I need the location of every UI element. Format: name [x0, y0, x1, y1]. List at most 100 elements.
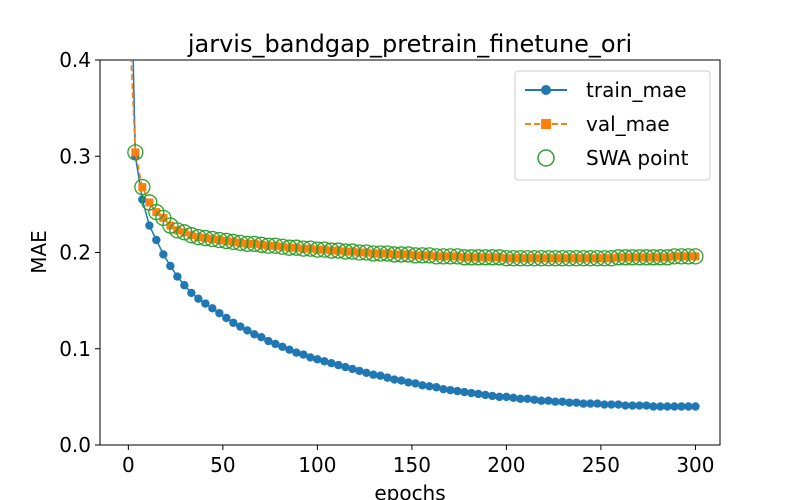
- swa-point: [617, 249, 634, 266]
- swa-point: [211, 231, 228, 249]
- val-mae-point: [124, 0, 132, 6]
- swa-point: [337, 243, 354, 260]
- train-mae-point: [488, 391, 497, 401]
- swa-point: [414, 247, 431, 264]
- train-mae-point: [404, 378, 413, 387]
- train-mae-point: [460, 387, 469, 397]
- train-mae-point: [607, 400, 616, 409]
- swa-point: [512, 250, 529, 267]
- val-mae-point: [152, 208, 161, 217]
- train-mae-point: [173, 272, 182, 281]
- swa-point: [400, 246, 417, 263]
- swa-point: [554, 250, 571, 267]
- train-mae-point: [145, 221, 154, 230]
- legend-swa-label: SWA point: [586, 146, 689, 170]
- swa-point: [134, 178, 151, 196]
- train-mae-point: [691, 402, 700, 411]
- swa-point: [533, 250, 550, 267]
- train-mae-point: [579, 399, 588, 408]
- train-mae-point: [292, 348, 301, 357]
- swa-point: [239, 235, 256, 252]
- train-mae-point: [621, 401, 630, 410]
- train-mae-point: [306, 353, 315, 362]
- val-mae-point: [145, 198, 154, 207]
- swa-point: [267, 237, 284, 254]
- train-mae-point: [425, 382, 434, 391]
- x-tick-label: 150: [393, 453, 431, 477]
- train-mae-point: [194, 294, 203, 303]
- swa-point: [358, 244, 375, 261]
- train-mae-point: [684, 402, 693, 411]
- swa-point: [127, 144, 144, 161]
- y-tick-label: 0.1: [59, 337, 91, 361]
- legend-swa-marker: [537, 149, 555, 167]
- train-mae-point: [362, 368, 371, 378]
- train-mae-point: [453, 386, 462, 396]
- swa-point: [295, 240, 312, 257]
- swa-point: [323, 242, 340, 259]
- train-mae-point: [355, 366, 364, 376]
- swa-point: [316, 241, 333, 258]
- x-tick-label: 0: [122, 453, 135, 477]
- x-tick-label: 50: [210, 453, 235, 477]
- x-tick-label: 200: [487, 453, 525, 477]
- train-mae-point: [656, 402, 665, 411]
- chart-title: jarvis_bandgap_pretrain_finetune_ori: [187, 30, 632, 58]
- train-mae-point: [670, 402, 679, 411]
- train-mae-point: [530, 395, 539, 404]
- train-mae-point: [250, 330, 259, 339]
- train-mae-point: [152, 235, 161, 245]
- train-mae-point: [208, 304, 217, 313]
- train-mae-point: [537, 396, 546, 405]
- legend-box: [514, 70, 711, 181]
- swa-point: [505, 250, 522, 267]
- train-mae-point: [642, 401, 651, 410]
- legend-item-swa: SWA point: [537, 146, 689, 170]
- train-mae-point: [467, 388, 476, 398]
- train-mae-point: [215, 308, 224, 318]
- train-mae-point: [383, 373, 392, 382]
- val-mae-point: [159, 213, 168, 222]
- swa-point: [596, 250, 613, 267]
- train-mae-point: [481, 390, 490, 400]
- swa-point: [309, 241, 326, 258]
- swa-point: [407, 247, 424, 264]
- y-tick-label: 0.0: [59, 433, 91, 457]
- swa-point: [351, 244, 368, 261]
- train-mae-point: [495, 392, 504, 402]
- train-mae-point: [327, 358, 336, 368]
- plot-series: [124, 0, 704, 411]
- swa-point: [463, 249, 480, 266]
- swa-point: [456, 249, 473, 266]
- val-mae-point: [131, 148, 140, 157]
- train-mae-point: [180, 281, 189, 290]
- swa-point: [659, 249, 676, 266]
- train-mae-point: [516, 394, 525, 403]
- swa-point: [603, 250, 620, 267]
- train-mae-point: [278, 342, 287, 352]
- swa-point: [491, 249, 508, 266]
- swa-point: [393, 246, 410, 263]
- train-mae-point: [236, 322, 245, 331]
- train-mae-point: [558, 397, 567, 406]
- swa-point: [421, 247, 438, 264]
- swa-point: [372, 245, 389, 262]
- train-mae-point: [229, 318, 238, 327]
- train-mae-point: [243, 326, 252, 335]
- swa-point: [302, 240, 319, 257]
- train-mae-point: [446, 385, 455, 395]
- swa-point: [547, 250, 564, 267]
- swa-point: [442, 248, 459, 265]
- train-mae-point: [264, 336, 273, 346]
- swa-point: [253, 236, 270, 253]
- train-mae-point: [411, 379, 420, 388]
- swa-point: [246, 235, 263, 252]
- train-mae-point: [257, 333, 266, 342]
- swa-point: [568, 250, 585, 267]
- train-mae-point: [222, 313, 231, 323]
- swa-point: [260, 237, 277, 254]
- train-mae-point: [509, 393, 518, 403]
- swa-point: [330, 242, 347, 259]
- train-mae-point: [439, 384, 448, 394]
